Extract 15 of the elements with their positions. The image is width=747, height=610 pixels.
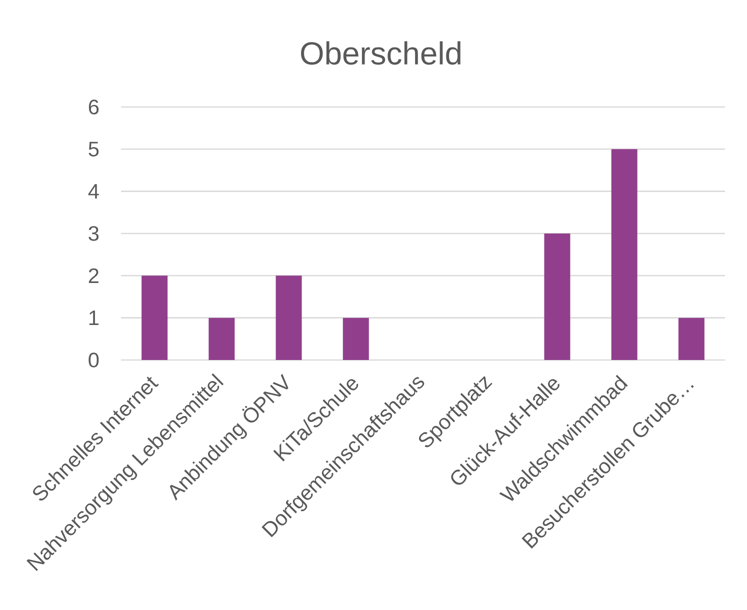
bar: [208, 318, 235, 360]
bar: [544, 233, 570, 360]
bar: [142, 276, 168, 360]
y-tick-label: 2: [88, 268, 98, 283]
bar: [342, 318, 369, 360]
bar: [611, 149, 638, 360]
chart-title: Oberscheld: [301, 41, 460, 65]
y-tick-label: 1: [89, 310, 98, 326]
y-tick-label: 6: [88, 100, 99, 114]
y-tick-label: 4: [88, 184, 99, 199]
y-tick-label: 0: [88, 352, 99, 368]
y-tick-label: 3: [88, 226, 99, 241]
bar: [678, 318, 704, 360]
y-tick-label: 5: [88, 142, 99, 156]
bar: [276, 276, 302, 360]
